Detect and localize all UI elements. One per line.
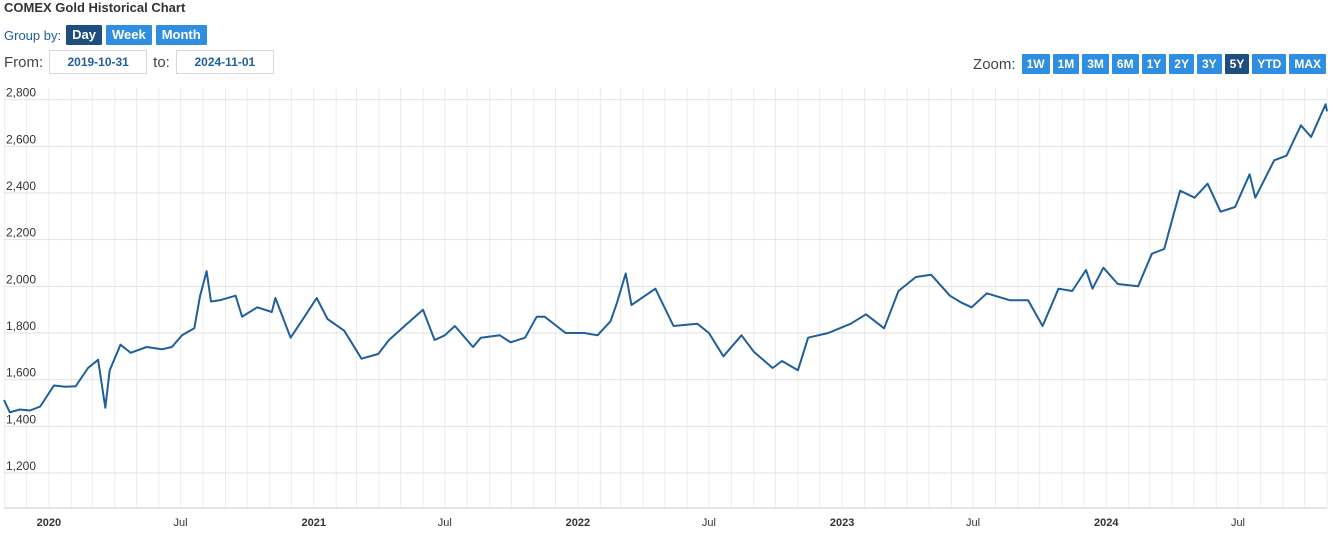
group-by-day-button[interactable]: Day — [66, 25, 102, 45]
zoom-6m-button[interactable]: 6M — [1111, 54, 1139, 74]
x-tick-label: Jul — [966, 517, 980, 529]
x-tick-label: 2022 — [566, 517, 590, 529]
zoom-1w-button[interactable]: 1W — [1021, 54, 1050, 74]
y-tick-label: 1,800 — [6, 319, 36, 333]
series-lines — [3, 103, 1328, 414]
zoom-control: Zoom: 1W 1M 3M 6M 1Y 2Y 3Y 5Y YTD MAX — [973, 53, 1326, 75]
x-axis-labels: 2020 Jul 2021 Jul 2022 Jul 2023 Jul 2024 Jul — [37, 517, 1245, 529]
zoom-max-button[interactable]: MAX — [1289, 54, 1326, 74]
group-by-label: Group by: — [4, 27, 62, 43]
y-tick-label: 2,200 — [6, 226, 36, 240]
zoom-3y-button[interactable]: 3Y — [1196, 54, 1222, 74]
to-label: to: — [153, 53, 170, 71]
page-title: COMEX Gold Historical Chart — [4, 0, 186, 15]
zoom-3m-button[interactable]: 3M — [1082, 54, 1109, 74]
horizontal-grid — [4, 99, 1327, 509]
x-tick-label: Jul — [174, 517, 188, 529]
y-tick-label: 1,400 — [6, 412, 36, 426]
x-tick-label: 2021 — [302, 517, 326, 529]
y-tick-label: 1,200 — [6, 459, 36, 473]
x-tick-label: Jul — [1231, 517, 1245, 529]
from-date-input[interactable]: 2019-10-31 — [49, 50, 148, 74]
zoom-ytd-button[interactable]: YTD — [1252, 54, 1287, 74]
vertical-grid — [4, 88, 1328, 508]
x-tick-label: Jul — [702, 517, 716, 529]
price-series-line — [3, 103, 1328, 414]
y-tick-label: 2,600 — [6, 132, 36, 146]
x-tick-label: 2024 — [1094, 517, 1119, 529]
zoom-label: Zoom: — [973, 55, 1016, 73]
zoom-2y-button[interactable]: 2Y — [1169, 54, 1194, 74]
from-label: From: — [4, 53, 44, 71]
y-tick-label: 1,600 — [6, 366, 36, 380]
y-tick-label: 2,400 — [6, 179, 36, 193]
group-by-control: Group by: Day Week Month — [4, 24, 211, 46]
date-range: From: 2019-10-31 to: 2024-11-01 — [4, 50, 280, 74]
group-by-month-button[interactable]: Month — [155, 25, 207, 45]
zoom-5y-button[interactable]: 5Y — [1224, 54, 1250, 74]
x-tick-label: 2023 — [830, 517, 854, 529]
y-tick-label: 2,800 — [6, 86, 36, 100]
x-tick-label: 2020 — [37, 517, 61, 529]
x-tick-label: Jul — [438, 517, 452, 529]
y-axis-labels: 1,200 1,400 1,600 1,800 2,000 2,200 2,400 2,600… — [6, 86, 36, 473]
zoom-1m-button[interactable]: 1M — [1052, 54, 1080, 74]
group-by-week-button[interactable]: Week — [105, 25, 152, 45]
y-tick-label: 2,000 — [6, 272, 36, 286]
to-date-input[interactable]: 2024-11-01 — [175, 50, 274, 74]
zoom-1y-button[interactable]: 1Y — [1141, 54, 1167, 74]
